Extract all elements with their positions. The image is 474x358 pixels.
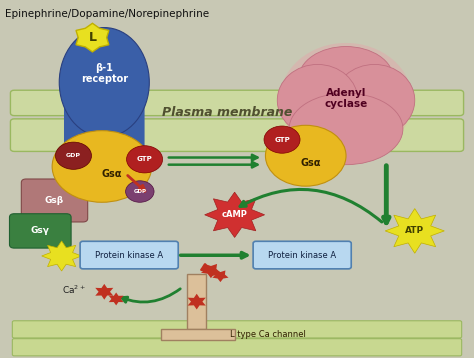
Text: Gsγ: Gsγ bbox=[31, 226, 50, 236]
FancyBboxPatch shape bbox=[12, 339, 462, 356]
Text: Protein kinase A: Protein kinase A bbox=[268, 251, 336, 260]
Polygon shape bbox=[95, 284, 113, 300]
Text: Gsα: Gsα bbox=[300, 158, 321, 168]
Text: β-1
receptor: β-1 receptor bbox=[81, 63, 128, 84]
FancyBboxPatch shape bbox=[253, 241, 351, 269]
FancyBboxPatch shape bbox=[161, 329, 235, 340]
FancyBboxPatch shape bbox=[9, 214, 71, 248]
Text: Protein kinase A: Protein kinase A bbox=[95, 251, 163, 260]
Text: L type Ca channel: L type Ca channel bbox=[230, 330, 306, 339]
Polygon shape bbox=[42, 241, 82, 271]
Ellipse shape bbox=[59, 28, 149, 137]
Text: GTP: GTP bbox=[137, 156, 153, 162]
Text: Adenyl
cyclase: Adenyl cyclase bbox=[324, 88, 368, 109]
FancyBboxPatch shape bbox=[80, 241, 178, 269]
Polygon shape bbox=[385, 209, 444, 253]
Text: GDP: GDP bbox=[66, 153, 81, 158]
Text: cAMP: cAMP bbox=[222, 210, 247, 219]
Text: GTP: GTP bbox=[274, 137, 290, 142]
FancyBboxPatch shape bbox=[10, 119, 464, 151]
Ellipse shape bbox=[334, 64, 415, 136]
Text: GDP: GDP bbox=[133, 189, 146, 194]
FancyBboxPatch shape bbox=[10, 90, 464, 116]
Ellipse shape bbox=[280, 43, 412, 158]
Text: Plasma membrane: Plasma membrane bbox=[162, 106, 293, 119]
Text: Gsα: Gsα bbox=[101, 169, 122, 179]
FancyBboxPatch shape bbox=[12, 321, 462, 338]
Polygon shape bbox=[109, 292, 124, 305]
Text: L: L bbox=[89, 31, 96, 44]
Ellipse shape bbox=[52, 131, 152, 202]
Polygon shape bbox=[205, 192, 264, 237]
Polygon shape bbox=[188, 294, 206, 309]
Text: Ca$^{2+}$: Ca$^{2+}$ bbox=[62, 284, 85, 296]
Circle shape bbox=[55, 142, 91, 169]
Ellipse shape bbox=[299, 47, 393, 111]
Text: Epinephrine/Dopamine/Norepinephrine: Epinephrine/Dopamine/Norepinephrine bbox=[5, 9, 209, 19]
Polygon shape bbox=[201, 264, 221, 278]
FancyBboxPatch shape bbox=[64, 93, 145, 154]
Polygon shape bbox=[76, 23, 109, 52]
Circle shape bbox=[126, 181, 154, 202]
Ellipse shape bbox=[277, 64, 358, 136]
FancyBboxPatch shape bbox=[21, 179, 88, 222]
Circle shape bbox=[127, 146, 163, 173]
Polygon shape bbox=[212, 270, 228, 282]
Text: ATP: ATP bbox=[405, 226, 424, 236]
Ellipse shape bbox=[289, 93, 403, 165]
Circle shape bbox=[264, 126, 300, 153]
Text: Gsβ: Gsβ bbox=[45, 196, 64, 205]
FancyBboxPatch shape bbox=[187, 274, 206, 329]
Ellipse shape bbox=[265, 125, 346, 186]
